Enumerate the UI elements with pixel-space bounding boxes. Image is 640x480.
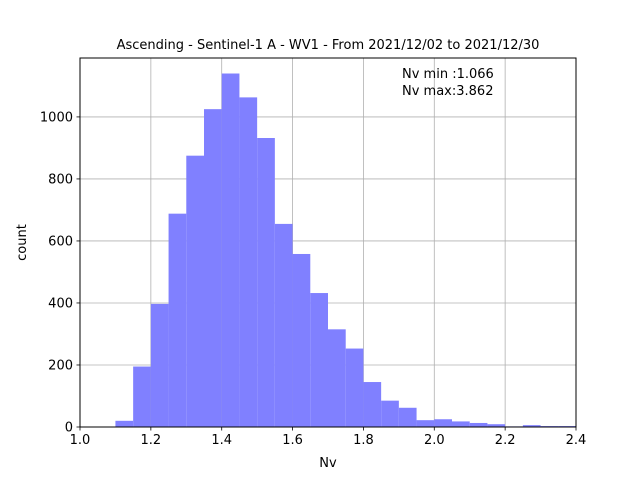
histogram-bar	[416, 420, 435, 427]
plot-frame	[79, 57, 577, 428]
x-tick-label: 1.4	[211, 433, 232, 448]
x-tick-label: 1.2	[141, 433, 162, 448]
histogram-bar	[239, 97, 258, 427]
y-axis-label: count	[15, 224, 30, 261]
histogram-bar	[257, 138, 275, 427]
y-tick-label: 200	[48, 358, 73, 373]
histogram-bar	[274, 223, 293, 427]
x-tick-label: 2.2	[495, 433, 516, 448]
histogram-bar	[398, 407, 417, 427]
histogram-bar	[345, 348, 364, 427]
histogram-bar	[434, 419, 452, 427]
histogram-bar	[150, 303, 169, 427]
annotation-nv-max: Nv max:3.862	[402, 84, 493, 99]
histogram-bar	[522, 425, 541, 427]
histogram-bar	[221, 73, 240, 427]
histogram-bars	[115, 73, 576, 428]
histogram-bar	[381, 400, 399, 427]
histogram-bar	[186, 155, 204, 428]
y-axis-ticks: 0 200 400 600 800 1000	[40, 110, 80, 436]
chart-title: Ascending - Sentinel-1 A - WV1 - From 20…	[117, 38, 540, 53]
x-tick-label: 1.0	[70, 433, 91, 448]
histogram-bar	[168, 213, 187, 427]
histogram-bar	[115, 420, 134, 427]
y-tick-label: 400	[48, 296, 73, 311]
histogram-bar	[328, 329, 346, 427]
y-tick-label: 1000	[40, 110, 73, 125]
y-tick-label: 0	[65, 421, 73, 436]
annotation-nv-min: Nv min :1.066	[402, 67, 494, 82]
x-tick-label: 2.0	[424, 433, 445, 448]
histogram-bar	[469, 422, 488, 427]
histogram-bar	[204, 109, 222, 427]
y-tick-label: 600	[48, 234, 73, 249]
histogram-bar	[133, 366, 151, 427]
histogram-bar	[292, 253, 311, 427]
histogram-bar	[363, 382, 382, 427]
histogram-bar	[452, 421, 470, 427]
histogram-bar	[310, 293, 328, 427]
x-tick-label: 2.4	[566, 433, 587, 448]
histogram-bar	[487, 424, 506, 427]
x-tick-label: 1.8	[353, 433, 374, 448]
x-axis-ticks: 1.0 1.2 1.4 1.6 1.8 2.0 2.2 2.4	[70, 427, 587, 448]
y-tick-label: 800	[48, 172, 73, 187]
x-axis-label: Nv	[319, 456, 337, 471]
x-tick-label: 1.6	[282, 433, 303, 448]
